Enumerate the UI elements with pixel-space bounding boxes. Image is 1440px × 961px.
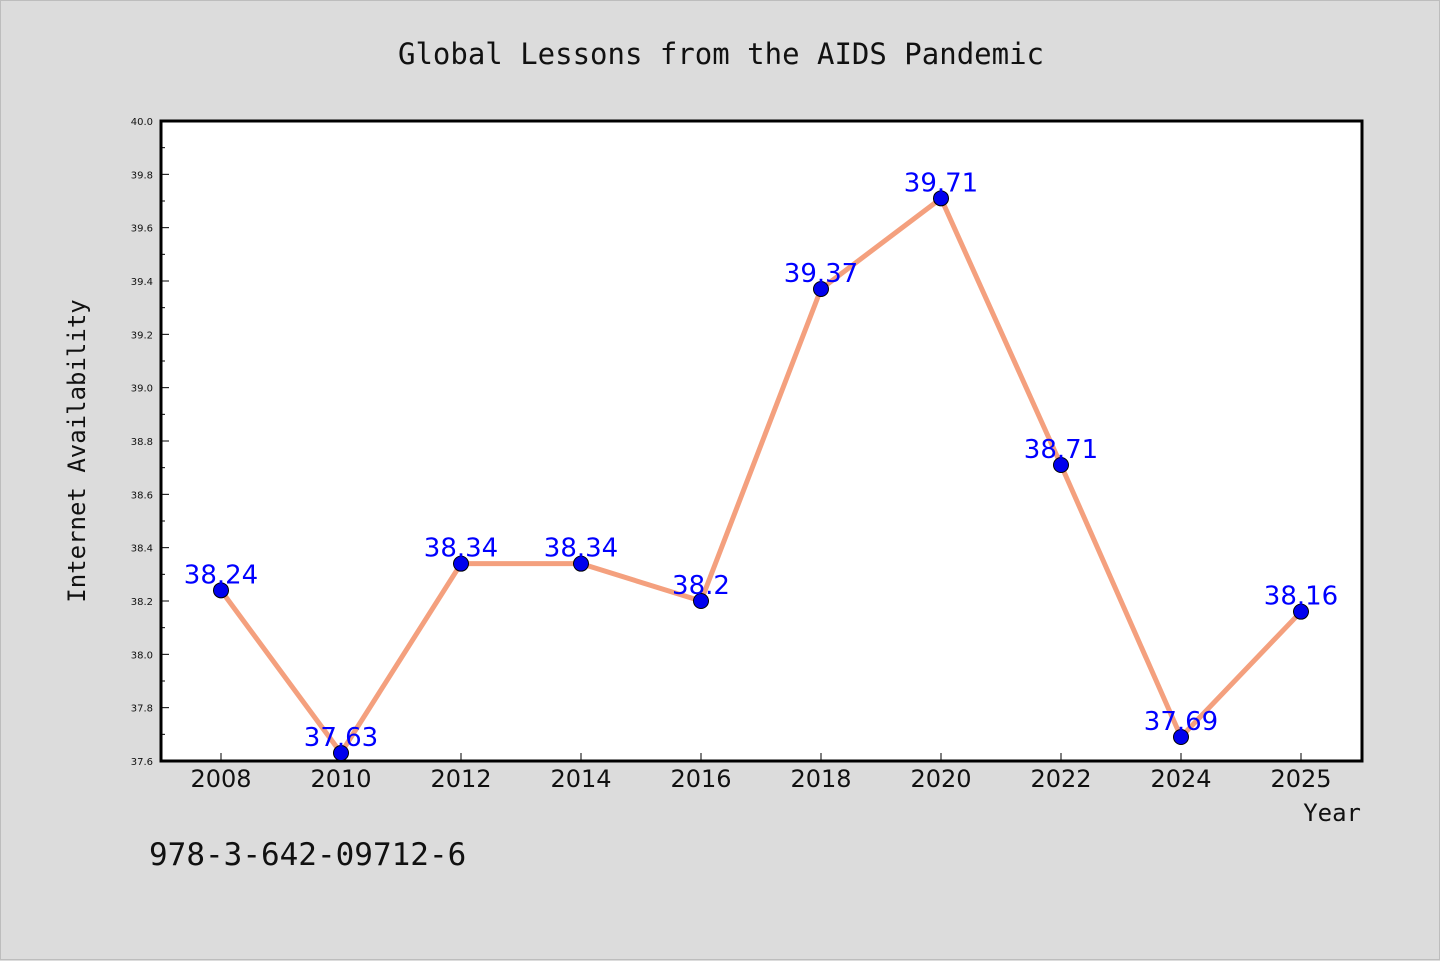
- data-label: 38.16: [1264, 582, 1338, 612]
- y-tick-label: 39.4: [131, 277, 153, 288]
- data-point: [693, 593, 709, 609]
- x-tick-label: 2010: [310, 765, 371, 793]
- data-point: [933, 190, 949, 207]
- data-label: 38.71: [1024, 435, 1098, 465]
- data-label: 39.71: [904, 168, 978, 198]
- data-point: [573, 555, 589, 572]
- data-point: [333, 745, 349, 761]
- y-tick-label: 38.4: [131, 544, 153, 555]
- data-point: [813, 281, 829, 297]
- data-label: 38.34: [424, 534, 498, 564]
- y-tick-label: 37.6: [131, 757, 153, 768]
- x-tick-label: 2024: [1150, 765, 1211, 793]
- data-label: 37.69: [1144, 707, 1218, 737]
- x-tick-label: 2018: [790, 765, 851, 793]
- x-tick-label: 2020: [910, 765, 971, 793]
- y-axis: 37.6 37.8 38.0 38.2 38.4 38.6 38.8 39.0 39.2 39.4…: [131, 117, 169, 768]
- x-tick-label: 2025: [1270, 765, 1331, 793]
- data-label: 38.34: [544, 534, 618, 564]
- data-point: [453, 555, 469, 572]
- y-tick-label: 38.8: [131, 437, 153, 448]
- data-point: [213, 582, 229, 599]
- data-label: 39.37: [784, 259, 858, 289]
- y-tick-label: 37.8: [131, 704, 153, 715]
- y-tick-label: 38.6: [131, 490, 153, 501]
- x-tick-label: 2014: [550, 765, 611, 793]
- y-tick-label: 38.0: [131, 650, 153, 661]
- data-point: [1173, 729, 1189, 745]
- data-label: 37.63: [304, 723, 378, 753]
- data-labels: 38.24 37.63 38.34 38.34 38.2 39.37 39.71 38.71 3…: [184, 168, 1338, 753]
- data-markers: [213, 190, 1309, 761]
- x-tick-label: 2022: [1030, 765, 1091, 793]
- x-tick-label: 2016: [670, 765, 731, 793]
- chart-title: Global Lessons from the AIDS Pandemic: [398, 37, 1044, 71]
- data-point: [1053, 457, 1069, 473]
- x-tick-label: 2012: [430, 765, 491, 793]
- isbn-text: 978-3-642-09712-6: [149, 837, 466, 873]
- y-tick-label: 39.6: [131, 224, 153, 235]
- x-axis: 2008 2010 2012 2014 2016 2018 2020 2022 2024 2025: [190, 753, 1332, 793]
- x-tick-label: 2008: [190, 765, 251, 793]
- series-line: [218, 195, 1303, 756]
- y-tick-label: 39.8: [131, 170, 153, 181]
- y-tick-label: 39.0: [131, 384, 153, 395]
- data-label: 38.2: [672, 571, 730, 601]
- data-label: 38.24: [184, 560, 258, 590]
- data-point: [1293, 603, 1309, 620]
- y-axis-label: Internet Availability: [63, 299, 91, 602]
- y-tick-label: 39.2: [131, 330, 153, 341]
- y-tick-label: 40.0: [131, 117, 153, 128]
- x-axis-label: Year: [1303, 799, 1361, 827]
- y-tick-label: 38.2: [131, 597, 153, 608]
